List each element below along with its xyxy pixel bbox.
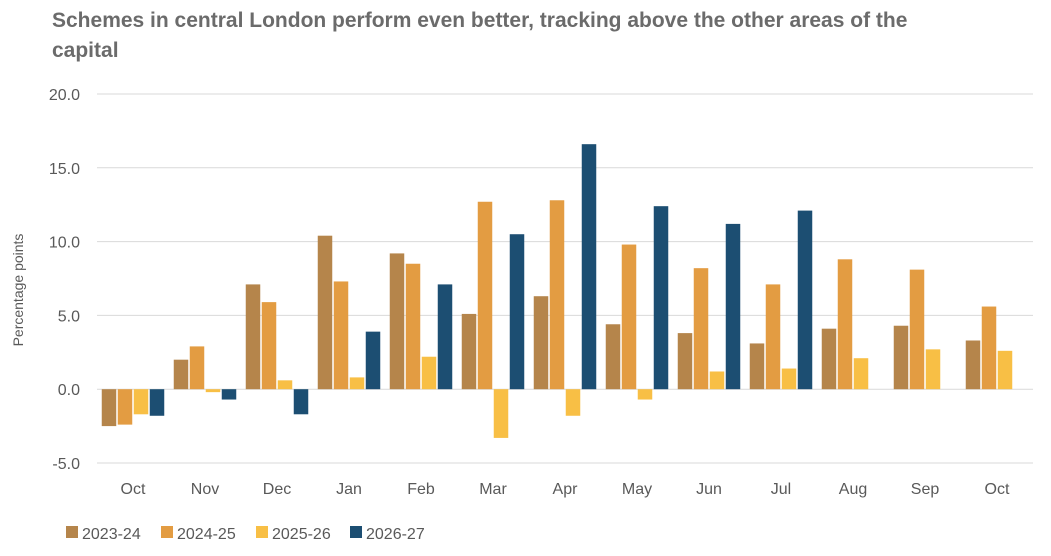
bar-2024-25-Nov: [189, 346, 205, 390]
y-tick-label: 5.0: [58, 308, 80, 325]
bar-2023-24-Jan: [317, 235, 333, 390]
y-tick-label: 15.0: [49, 161, 80, 178]
bar-2024-25-Oct: [981, 306, 997, 390]
x-tick-label: Apr: [553, 481, 579, 498]
x-tick-label: Nov: [191, 481, 219, 498]
bar-2025-26-Nov: [205, 389, 221, 393]
legend-swatch-2024-25: [161, 526, 173, 538]
bar-2025-26-Dec: [277, 380, 293, 390]
bar-2026-27-Mar: [509, 234, 525, 390]
y-axis-ticks: 20.0 15.0 10.0 5.0 0.0 -5.0: [49, 87, 80, 473]
bar-2024-25-Dec: [261, 302, 277, 390]
bar-2025-26-Jan: [349, 377, 365, 390]
x-tick-label: Oct: [985, 481, 1010, 498]
bar-2025-26-Mar: [493, 389, 509, 438]
legend-label: 2024-25: [177, 526, 236, 543]
bar-2023-24-Oct: [101, 389, 117, 427]
bar-2023-24-May: [605, 324, 621, 390]
bar-2025-26-Feb: [421, 356, 437, 390]
bar-2026-27-Jun: [725, 223, 741, 390]
x-axis-ticks: Oct Nov Dec Jan Feb Mar Apr May Jun Jul Aug Sep Oct: [121, 481, 1010, 498]
y-tick-label: -5.0: [52, 456, 80, 473]
legend-swatch-2025-26: [256, 526, 268, 538]
x-tick-label: Mar: [479, 481, 507, 498]
bar-2025-26-Oct: [133, 389, 149, 415]
bar-2024-25-Jun: [693, 268, 709, 390]
bar-2026-27-Oct: [149, 389, 165, 416]
bar-2026-27-Jan: [365, 331, 381, 390]
x-tick-label: Sep: [911, 481, 940, 498]
x-tick-label: Jan: [336, 481, 362, 498]
bar-2024-25-Jan: [333, 281, 349, 390]
x-tick-label: Jun: [696, 481, 722, 498]
bar-2024-25-May: [621, 244, 637, 390]
bar-2026-27-Dec: [293, 389, 309, 415]
y-tick-label: 20.0: [49, 87, 80, 104]
bar-2024-25-Feb: [405, 263, 421, 390]
bar-2023-24-Jun: [677, 333, 693, 390]
x-tick-label: Aug: [839, 481, 867, 498]
legend-label: 2023-24: [82, 526, 141, 543]
bar-2026-27-Nov: [221, 389, 237, 400]
bar-2026-27-May: [653, 206, 669, 390]
bar-2023-24-Oct: [965, 340, 981, 390]
bar-2025-26-Jun: [709, 371, 725, 390]
bar-2025-26-Sep: [925, 349, 941, 390]
legend-label: 2025-26: [272, 526, 331, 543]
bar-2023-24-Feb: [389, 253, 405, 390]
legend-label: 2026-27: [366, 526, 425, 543]
bars: [101, 144, 1013, 438]
x-tick-label: Oct: [121, 481, 146, 498]
bar-2025-26-May: [637, 389, 653, 400]
chart-title: Schemes in central London perform even b…: [52, 9, 908, 62]
bar-2024-25-Oct: [117, 389, 133, 425]
x-tick-label: Feb: [407, 481, 435, 498]
bar-2024-25-Mar: [477, 201, 493, 390]
y-tick-label: 10.0: [49, 235, 80, 252]
bar-2023-24-Dec: [245, 284, 261, 390]
bar-2023-24-Apr: [533, 296, 549, 390]
legend-swatch-2023-24: [66, 526, 78, 538]
x-tick-label: Jul: [771, 481, 791, 498]
bar-2024-25-Sep: [909, 269, 925, 390]
legend-swatch-2026-27: [350, 526, 362, 538]
bar-2023-24-Aug: [821, 328, 837, 390]
bar-2024-25-Jul: [765, 284, 781, 390]
bar-2023-24-Sep: [893, 325, 909, 390]
bar-2025-26-Apr: [565, 389, 581, 416]
bar-2025-26-Aug: [853, 358, 869, 390]
y-tick-label: 0.0: [58, 382, 80, 399]
bar-2026-27-Feb: [437, 284, 453, 390]
bar-2026-27-Apr: [581, 144, 597, 390]
bar-2025-26-Oct: [997, 350, 1013, 390]
bar-2024-25-Apr: [549, 200, 565, 390]
bar-2026-27-Jul: [797, 210, 813, 390]
bar-2023-24-Jul: [749, 343, 765, 390]
x-tick-label: Dec: [263, 481, 291, 498]
y-axis-label: Percentage points: [10, 234, 26, 347]
bar-2024-25-Aug: [837, 259, 853, 390]
gridlines: [97, 93, 1033, 464]
bar-2023-24-Mar: [461, 313, 477, 390]
bar-2025-26-Jul: [781, 368, 797, 390]
legend: 2023-24 2024-25 2025-26 2026-27: [66, 526, 425, 543]
bar-2023-24-Nov: [173, 359, 189, 390]
x-tick-label: May: [622, 481, 652, 498]
